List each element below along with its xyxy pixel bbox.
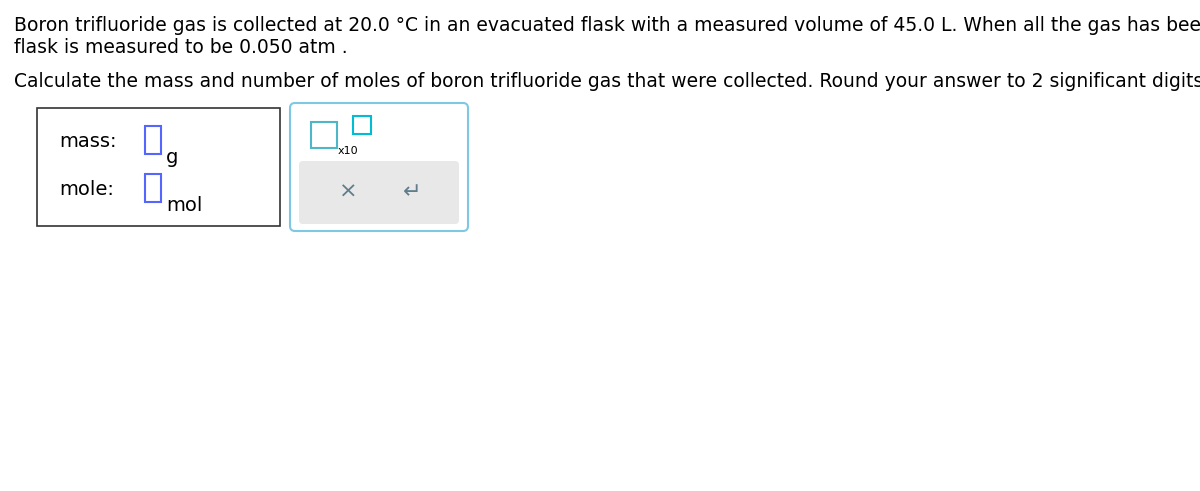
Bar [353,116,371,134]
Bar [145,174,161,202]
Text: ×: × [340,182,358,202]
Text: mol: mol [166,196,203,215]
Text: flask is measured to be 0.050 atm .: flask is measured to be 0.050 atm . [14,38,348,57]
Bar [37,108,280,226]
Text: ↵: ↵ [403,182,421,202]
Text: Boron trifluoride gas is collected at 20.0 °C in an evacuated flask with a measu: Boron trifluoride gas is collected at 20… [14,16,1200,35]
FancyBboxPatch shape [290,103,468,231]
Text: g: g [166,148,179,167]
Text: mass:: mass: [59,132,116,151]
Text: mole:: mole: [59,180,114,199]
Text: Calculate the mass and number of moles of boron trifluoride gas that were collec: Calculate the mass and number of moles o… [14,72,1200,91]
FancyBboxPatch shape [299,161,458,224]
Bar [311,122,337,148]
Text: x10: x10 [338,146,359,156]
Bar [145,126,161,154]
